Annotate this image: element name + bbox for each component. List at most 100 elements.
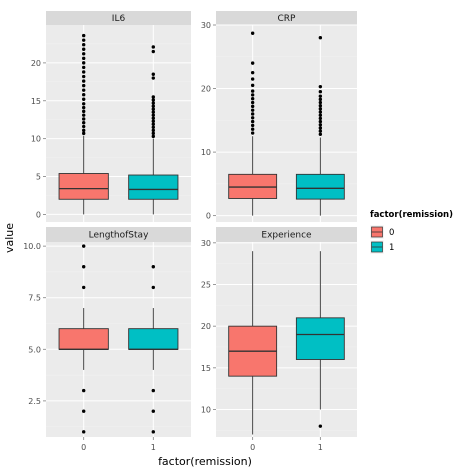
outlier-point [82,105,86,110]
strip-label-crp: CRP [278,14,297,24]
outlier-point [318,90,323,94]
outlier-point [250,112,255,116]
box-body [58,173,109,200]
outlier-point [82,93,86,97]
box-crp-0 [228,31,278,216]
y-tick-label: 20 [31,59,41,68]
outlier-point [82,102,86,106]
legend-label-0: 0 [389,228,394,238]
outlier-point [82,83,86,88]
outlier-point [151,131,155,136]
outlier-point [318,116,323,121]
x-axis: 0 1 0 1 [81,437,323,452]
y-tick-label: 10.0 [23,242,41,251]
y-tick-label: 10 [31,135,41,144]
outlier-point [318,107,323,111]
outlier-point [151,107,155,111]
outlier-point [82,244,86,248]
outlier-point [82,124,86,129]
panel-experience: Experience 10 15 20 25 30 [201,227,357,437]
y-tick-label: 0 [36,210,41,219]
outlier-point [151,110,155,114]
legend-label-1: 1 [389,243,394,253]
outlier-point [82,65,86,70]
outlier-point [318,100,323,105]
outlier-point [318,123,323,127]
outlier-point [82,430,86,434]
outlier-point [151,409,155,413]
y-axis-title: value [3,223,16,253]
outlier-point [151,95,155,99]
outlier-point [151,76,155,80]
outlier-point [250,89,255,93]
box-body [128,328,179,350]
strip-lengthofstay [46,227,191,242]
outlier-point [82,128,86,133]
outlier-point [151,125,155,129]
outlier-point [250,83,255,88]
box-crp-1 [295,36,345,216]
outlier-point [151,72,155,76]
outlier-point [151,49,155,54]
legend: factor(remission) 0 1 [369,210,453,255]
box-body [128,174,179,200]
outlier-point [151,116,155,120]
outlier-point [318,84,323,89]
outlier-point [250,127,255,131]
outlier-point [82,388,86,393]
outlier-point [151,113,155,117]
outlier-point [151,98,155,102]
outlier-point [151,265,155,269]
x-axis-title: factor(remission) [158,455,252,468]
outlier-point [82,56,86,61]
outlier-point [151,122,155,126]
outlier-point [318,97,323,102]
box-body [58,328,109,350]
panel-crp: CRP 0 10 20 30 [201,11,357,222]
y-tick-label: 7.5 [28,294,41,303]
box-il6-0 [58,33,109,215]
outlier-point [82,33,86,38]
facet-panels: IL6 0 5 10 15 20 CRP 0 10 20 30 LengthofStay 2.5 5.0 7… [23,11,357,437]
outlier-point [82,79,86,83]
strip-label-experience: Experience [261,231,312,241]
y-tick-label: 25 [201,281,211,290]
box-lengthofstay-1 [128,265,179,434]
box-lengthofstay-0 [58,244,109,434]
legend-title: factor(remission) [370,210,453,220]
outlier-point [250,100,255,105]
y-tick-label: 15 [31,97,41,106]
box-body [295,173,345,200]
x-tick-label: 0 [81,443,86,452]
outlier-point [82,121,86,125]
y-tick-label: 30 [201,21,211,30]
outlier-point [82,113,86,117]
outlier-point [151,45,155,49]
outlier-point [250,93,255,97]
outlier-point [82,265,86,269]
outlier-point [318,110,323,114]
outlier-point [82,74,86,79]
strip-label-lengthofstay: LengthofStay [89,231,149,241]
outlier-point [318,126,323,130]
strip-label-il6: IL6 [112,14,126,24]
outlier-point [151,104,155,108]
outlier-point [151,388,155,393]
outlier-point [82,38,86,42]
outlier-point [82,109,86,114]
outlier-point [151,119,155,123]
outlier-point [151,285,155,290]
outlier-point [250,70,255,75]
box-il6-1 [128,45,179,215]
panel-il6: IL6 0 5 10 15 20 [31,11,191,222]
outlier-point [318,94,323,98]
outlier-point [250,131,255,135]
y-tick-label: 5.0 [28,345,41,354]
outlier-point [82,88,86,92]
y-tick-label: 20 [201,322,211,331]
y-tick-label: 2.5 [28,397,41,406]
outlier-point [318,36,323,40]
outlier-point [318,132,323,137]
x-tick-label: 1 [318,443,323,452]
